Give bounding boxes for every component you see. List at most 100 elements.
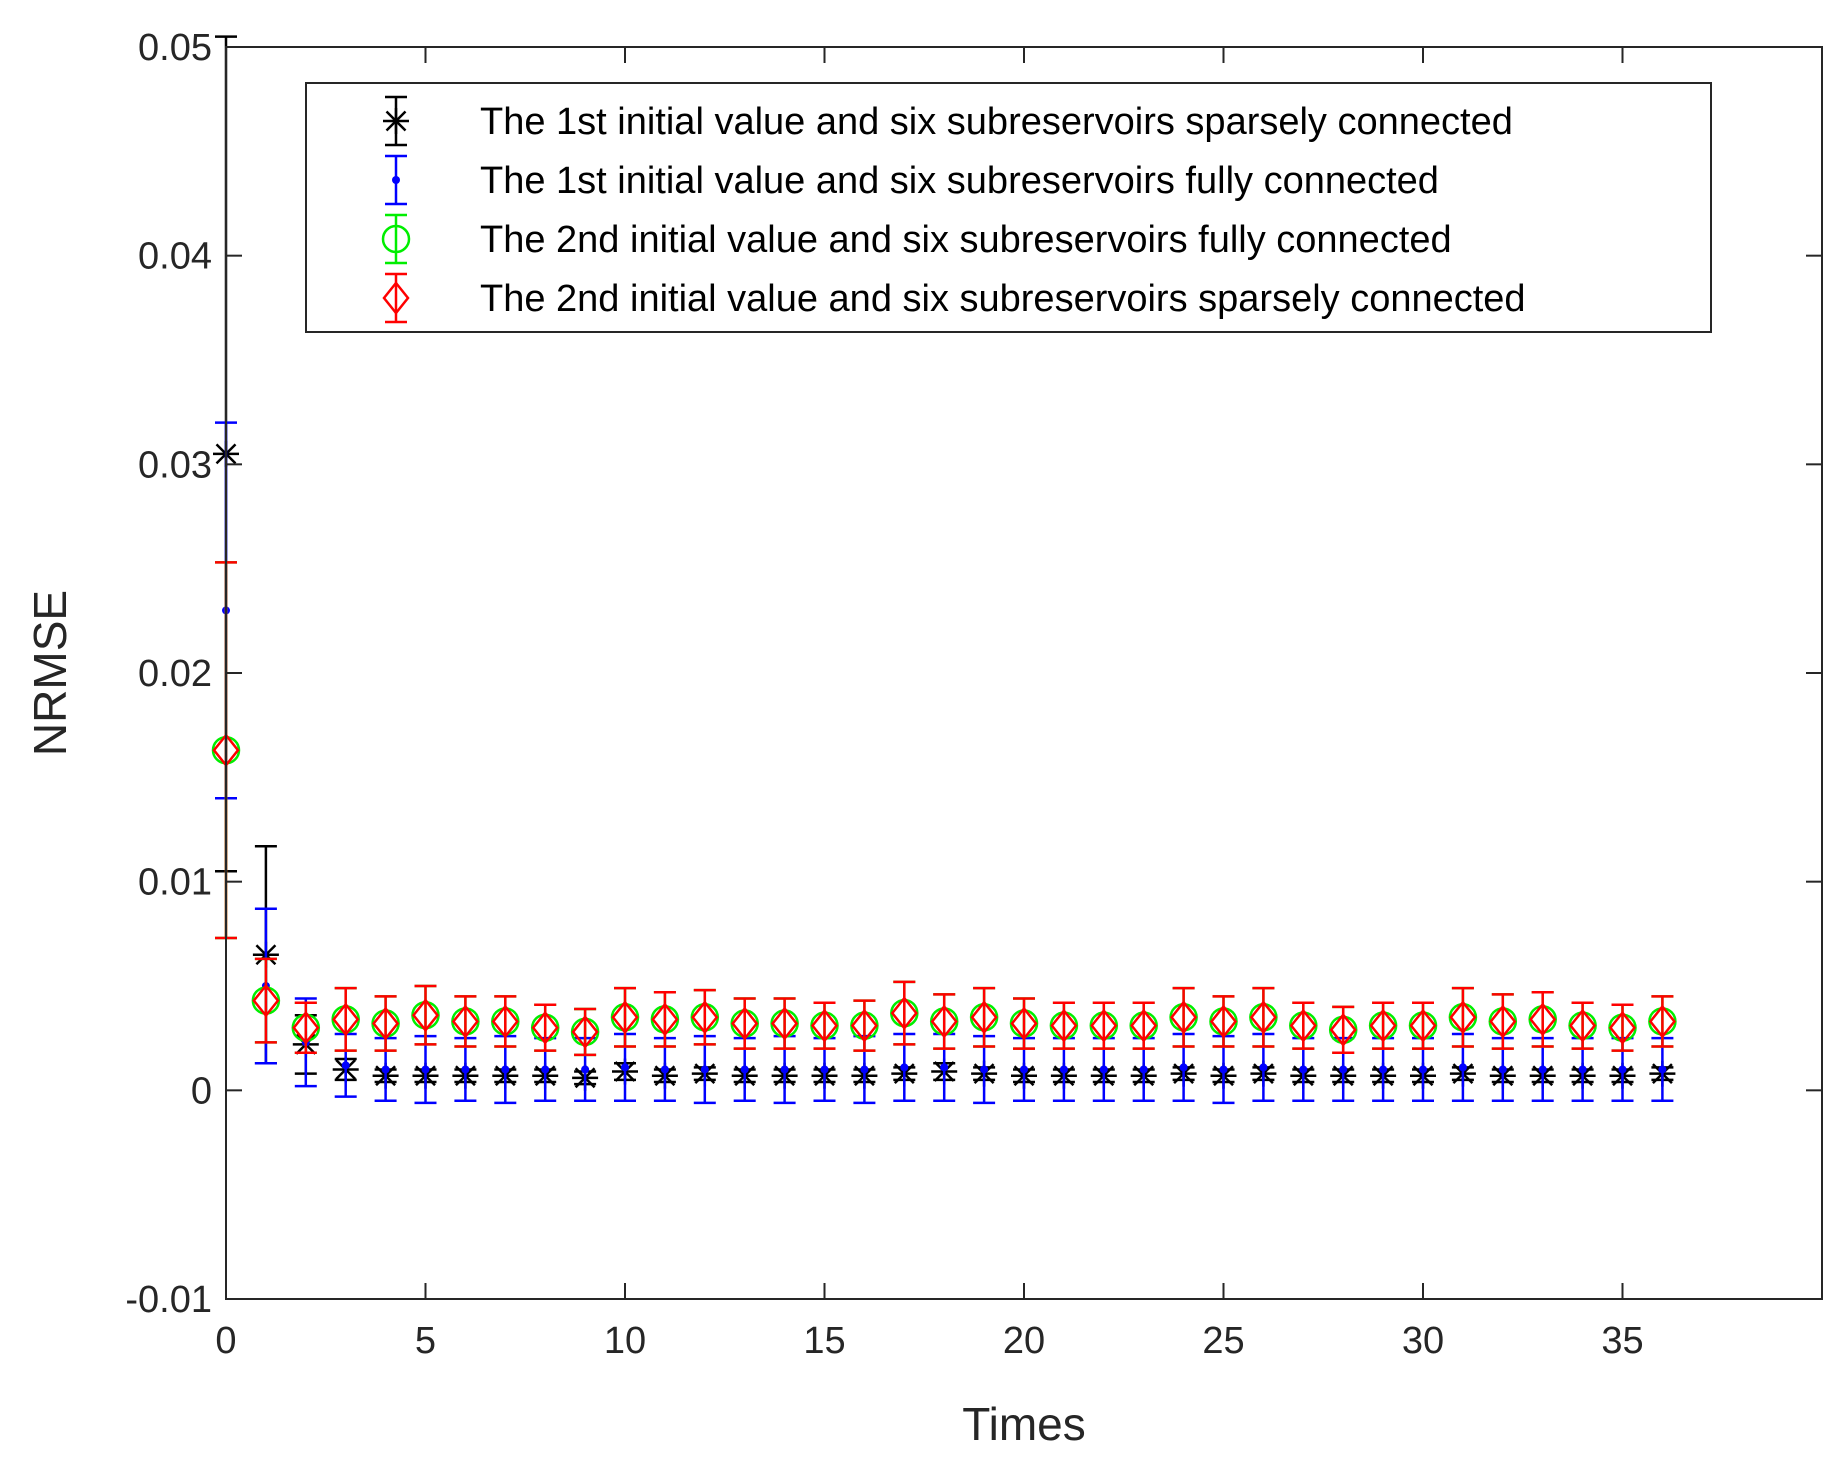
data-point: [810, 1008, 839, 1043]
data-point: [1568, 1008, 1597, 1043]
x-tick-label: 20: [1003, 1320, 1045, 1362]
data-point: [1179, 1063, 1188, 1072]
data-point: [980, 1065, 989, 1074]
error-bar: [254, 957, 277, 1044]
y-tick-label: 0.04: [138, 236, 212, 278]
data-point: [780, 1065, 789, 1074]
data-point: [1099, 1065, 1108, 1074]
data-point: [1130, 1008, 1158, 1043]
y-tick-label: 0.02: [138, 653, 212, 695]
legend-entry-3: The 2nd initial value and six subreservo…: [381, 213, 1452, 265]
data-point: [1409, 1008, 1437, 1043]
error-bar: [653, 991, 676, 1048]
data-point: [1578, 1065, 1587, 1074]
data-point: [1169, 1000, 1198, 1035]
legend-entry-2: The 1st initial value and six subreservo…: [385, 154, 1439, 206]
data-point: [820, 1065, 829, 1074]
x-tick-label: 35: [1601, 1320, 1643, 1362]
legend-label: The 2nd initial value and six subreservo…: [480, 219, 1452, 261]
data-point: [341, 1061, 350, 1070]
data-point: [1090, 1008, 1118, 1043]
legend-box: [305, 82, 1712, 333]
data-point: [1329, 1012, 1357, 1047]
legend-entry-4: The 2nd initial value and six subreservo…: [382, 272, 1526, 324]
data-point: [1458, 1063, 1467, 1072]
data-point: [1010, 1006, 1038, 1041]
data-point: [252, 983, 280, 1018]
data-point: [890, 996, 918, 1031]
data-point: [1059, 1065, 1068, 1074]
data-point: [292, 1010, 320, 1045]
data-point: [541, 1065, 550, 1074]
error-bar: [1451, 986, 1474, 1048]
error-bar: [973, 986, 996, 1048]
data-point: [411, 998, 440, 1033]
data-point: [770, 1006, 799, 1041]
legend-marker: [392, 176, 400, 184]
y-tick-label: 0.05: [138, 27, 212, 69]
data-point: [731, 1006, 759, 1041]
data-point: [1538, 1065, 1547, 1074]
error-bar: [1252, 986, 1275, 1048]
error-bar: [414, 984, 437, 1046]
data-point: [1449, 1000, 1477, 1035]
error-bar: [1172, 986, 1195, 1048]
data-point: [571, 1014, 599, 1049]
data-point: [1020, 1065, 1028, 1074]
data-point: [740, 1065, 749, 1074]
legend-marker: [382, 280, 410, 316]
data-point: [451, 1004, 480, 1039]
legend-error-bar: [385, 213, 407, 265]
data-point: [461, 1065, 470, 1074]
data-point: [1648, 1004, 1677, 1039]
x-tick-label: 25: [1202, 1320, 1244, 1362]
data-point: [371, 1006, 400, 1041]
data-point: [381, 1065, 390, 1074]
error-bar: [374, 995, 397, 1052]
legend-label: The 1st initial value and six subreservo…: [480, 101, 1513, 143]
x-tick-label: 5: [415, 1320, 436, 1362]
data-point: [531, 1010, 559, 1045]
data-point: [1369, 1008, 1397, 1043]
data-point: [700, 1065, 709, 1074]
data-point: [930, 1004, 958, 1039]
legend-label: The 1st initial value and six subreservo…: [480, 160, 1439, 202]
data-point: [332, 1002, 360, 1037]
data-point: [1289, 1008, 1317, 1043]
data-point: [940, 1063, 949, 1072]
data-point: [491, 1004, 519, 1039]
data-point: [1050, 1008, 1078, 1043]
data-point: [1299, 1065, 1308, 1074]
data-point: [970, 1000, 998, 1035]
error-bar: [1491, 993, 1514, 1050]
error-bar: [1531, 991, 1554, 1048]
data-point: [900, 1063, 909, 1072]
series-layer: [211, 35, 1677, 1105]
x-tick-label: 0: [215, 1320, 236, 1362]
data-point: [1618, 1065, 1627, 1074]
data-point: [1219, 1065, 1228, 1074]
data-point: [1379, 1065, 1388, 1074]
data-point: [651, 1002, 679, 1037]
legend-label: The 2nd initial value and six subreservo…: [480, 278, 1526, 320]
legend: The 1st initial value and six subreservo…: [305, 82, 1712, 333]
data-point: [1608, 1010, 1637, 1045]
legend-marker: [383, 108, 409, 134]
x-axis-label: Times: [962, 1398, 1086, 1450]
x-tick-label: 15: [803, 1320, 845, 1362]
data-point: [860, 1065, 869, 1074]
y-tick-label: 0.01: [138, 862, 212, 904]
legend-marker: [381, 224, 411, 254]
y-tick-label: 0.03: [138, 444, 212, 486]
data-point: [1498, 1065, 1507, 1074]
x-tick-label: 30: [1402, 1320, 1444, 1362]
data-point: [421, 1065, 430, 1074]
axes: 0 5 10 15 20 25 30 35-0.0100.010.020.030.040.05…: [24, 27, 1823, 1450]
legend-entry-1: The 1st initial value and six subreservo…: [383, 95, 1513, 147]
data-point: [611, 1000, 639, 1035]
error-bar: [693, 988, 716, 1046]
y-axis-label: NRMSE: [24, 590, 76, 756]
data-point: [691, 1000, 719, 1035]
